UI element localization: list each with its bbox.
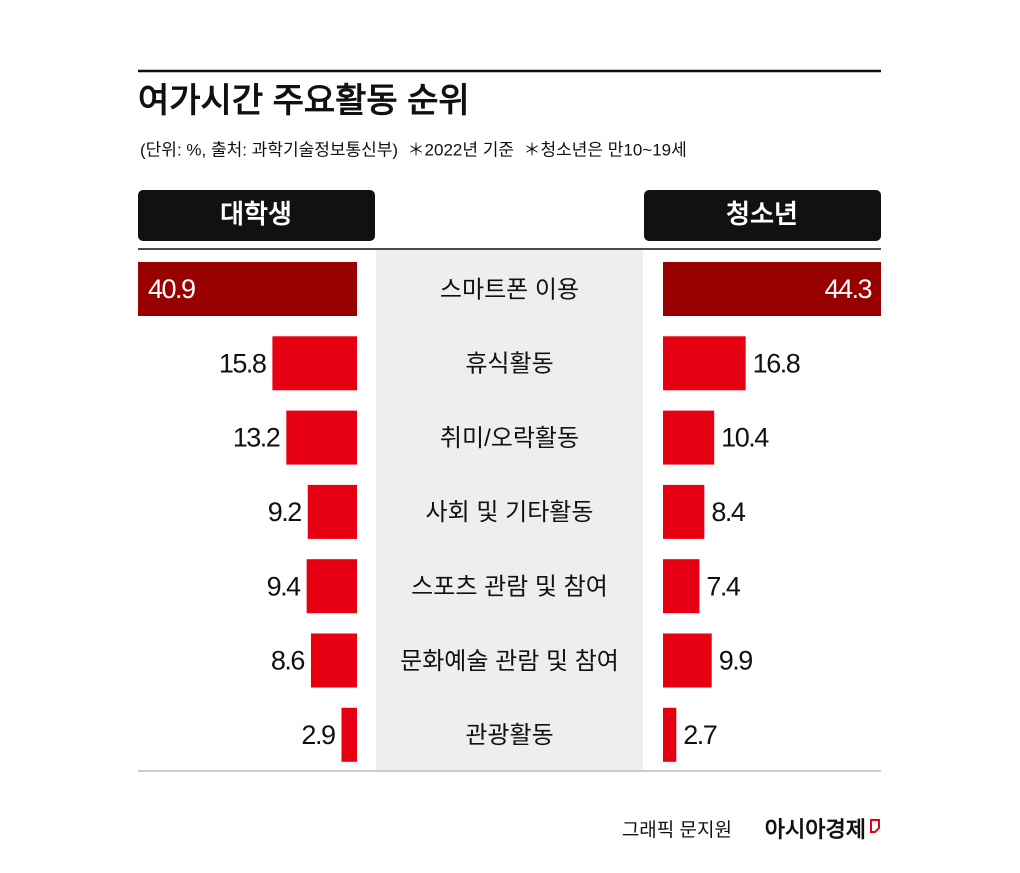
bar <box>663 559 700 614</box>
bar <box>272 336 357 391</box>
bar <box>663 410 715 465</box>
value-label: 7.4 <box>706 571 741 601</box>
legend-box <box>138 190 375 241</box>
value-label: 8.4 <box>711 497 746 527</box>
subtitle: (단위: %, 출처: 과학기술정보통신부) ＊2022년 기준 ＊청소년은 만… <box>140 140 687 159</box>
bar <box>306 559 357 614</box>
value-label: 13.2 <box>233 423 280 453</box>
value-label: 44.3 <box>824 274 871 304</box>
legend-box <box>644 190 881 241</box>
value-label: 2.9 <box>301 720 335 750</box>
value-label: 10.4 <box>721 423 769 453</box>
value-label: 8.6 <box>271 646 305 676</box>
bar <box>663 633 712 688</box>
legend-label: 대학생 <box>220 199 292 229</box>
category-label: 스마트폰 이용 <box>440 276 579 303</box>
category-label: 휴식활동 <box>465 351 553 378</box>
category-label: 사회 및 기타활동 <box>426 499 594 526</box>
brand: 아시아경제 <box>765 817 866 842</box>
category-column <box>376 250 643 770</box>
value-label: 2.7 <box>683 720 717 750</box>
value-label: 9.4 <box>267 571 302 601</box>
bar <box>286 410 357 465</box>
bar <box>341 707 357 762</box>
bar <box>663 484 705 539</box>
bar <box>663 707 677 762</box>
chart-title: 여가시간 주요활동 순위 <box>138 82 470 120</box>
category-label: 스포츠 관람 및 참여 <box>411 574 608 601</box>
bar <box>138 262 357 316</box>
category-label: 관광활동 <box>465 722 553 749</box>
value-label: 16.8 <box>753 348 800 378</box>
bar <box>310 633 357 688</box>
value-label: 9.2 <box>268 497 302 527</box>
value-label: 9.9 <box>719 646 753 676</box>
category-label: 취미/오락활동 <box>440 425 579 452</box>
brand-icon <box>870 819 880 833</box>
bar <box>663 336 746 391</box>
value-label: 40.9 <box>148 274 195 304</box>
credit: 그래픽 문지원 <box>622 819 732 841</box>
category-label: 문화예술 관람 및 참여 <box>400 648 619 675</box>
value-label: 15.8 <box>219 348 266 378</box>
bar <box>663 262 881 316</box>
legend-label: 청소년 <box>726 199 798 229</box>
bar <box>307 484 357 539</box>
